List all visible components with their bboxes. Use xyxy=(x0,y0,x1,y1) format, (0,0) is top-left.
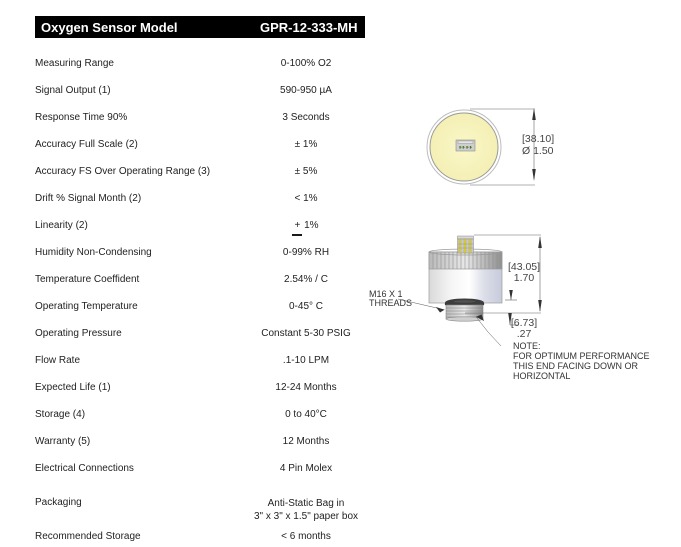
svg-text:NOTE:: NOTE: xyxy=(513,341,541,351)
svg-text:THIS END FACING DOWN OR: THIS END FACING DOWN OR xyxy=(513,361,639,371)
svg-text:HORIZONTAL: HORIZONTAL xyxy=(513,371,570,381)
svg-text:THREADS: THREADS xyxy=(369,298,412,308)
svg-text:.27: .27 xyxy=(517,328,532,340)
svg-text:1.70: 1.70 xyxy=(514,272,535,284)
svg-text:Ø 1.50: Ø 1.50 xyxy=(522,145,554,157)
svg-text:FOR OPTIMUM PERFORMANCE: FOR OPTIMUM PERFORMANCE xyxy=(513,351,650,361)
svg-text:[38.10]: [38.10] xyxy=(522,133,554,145)
